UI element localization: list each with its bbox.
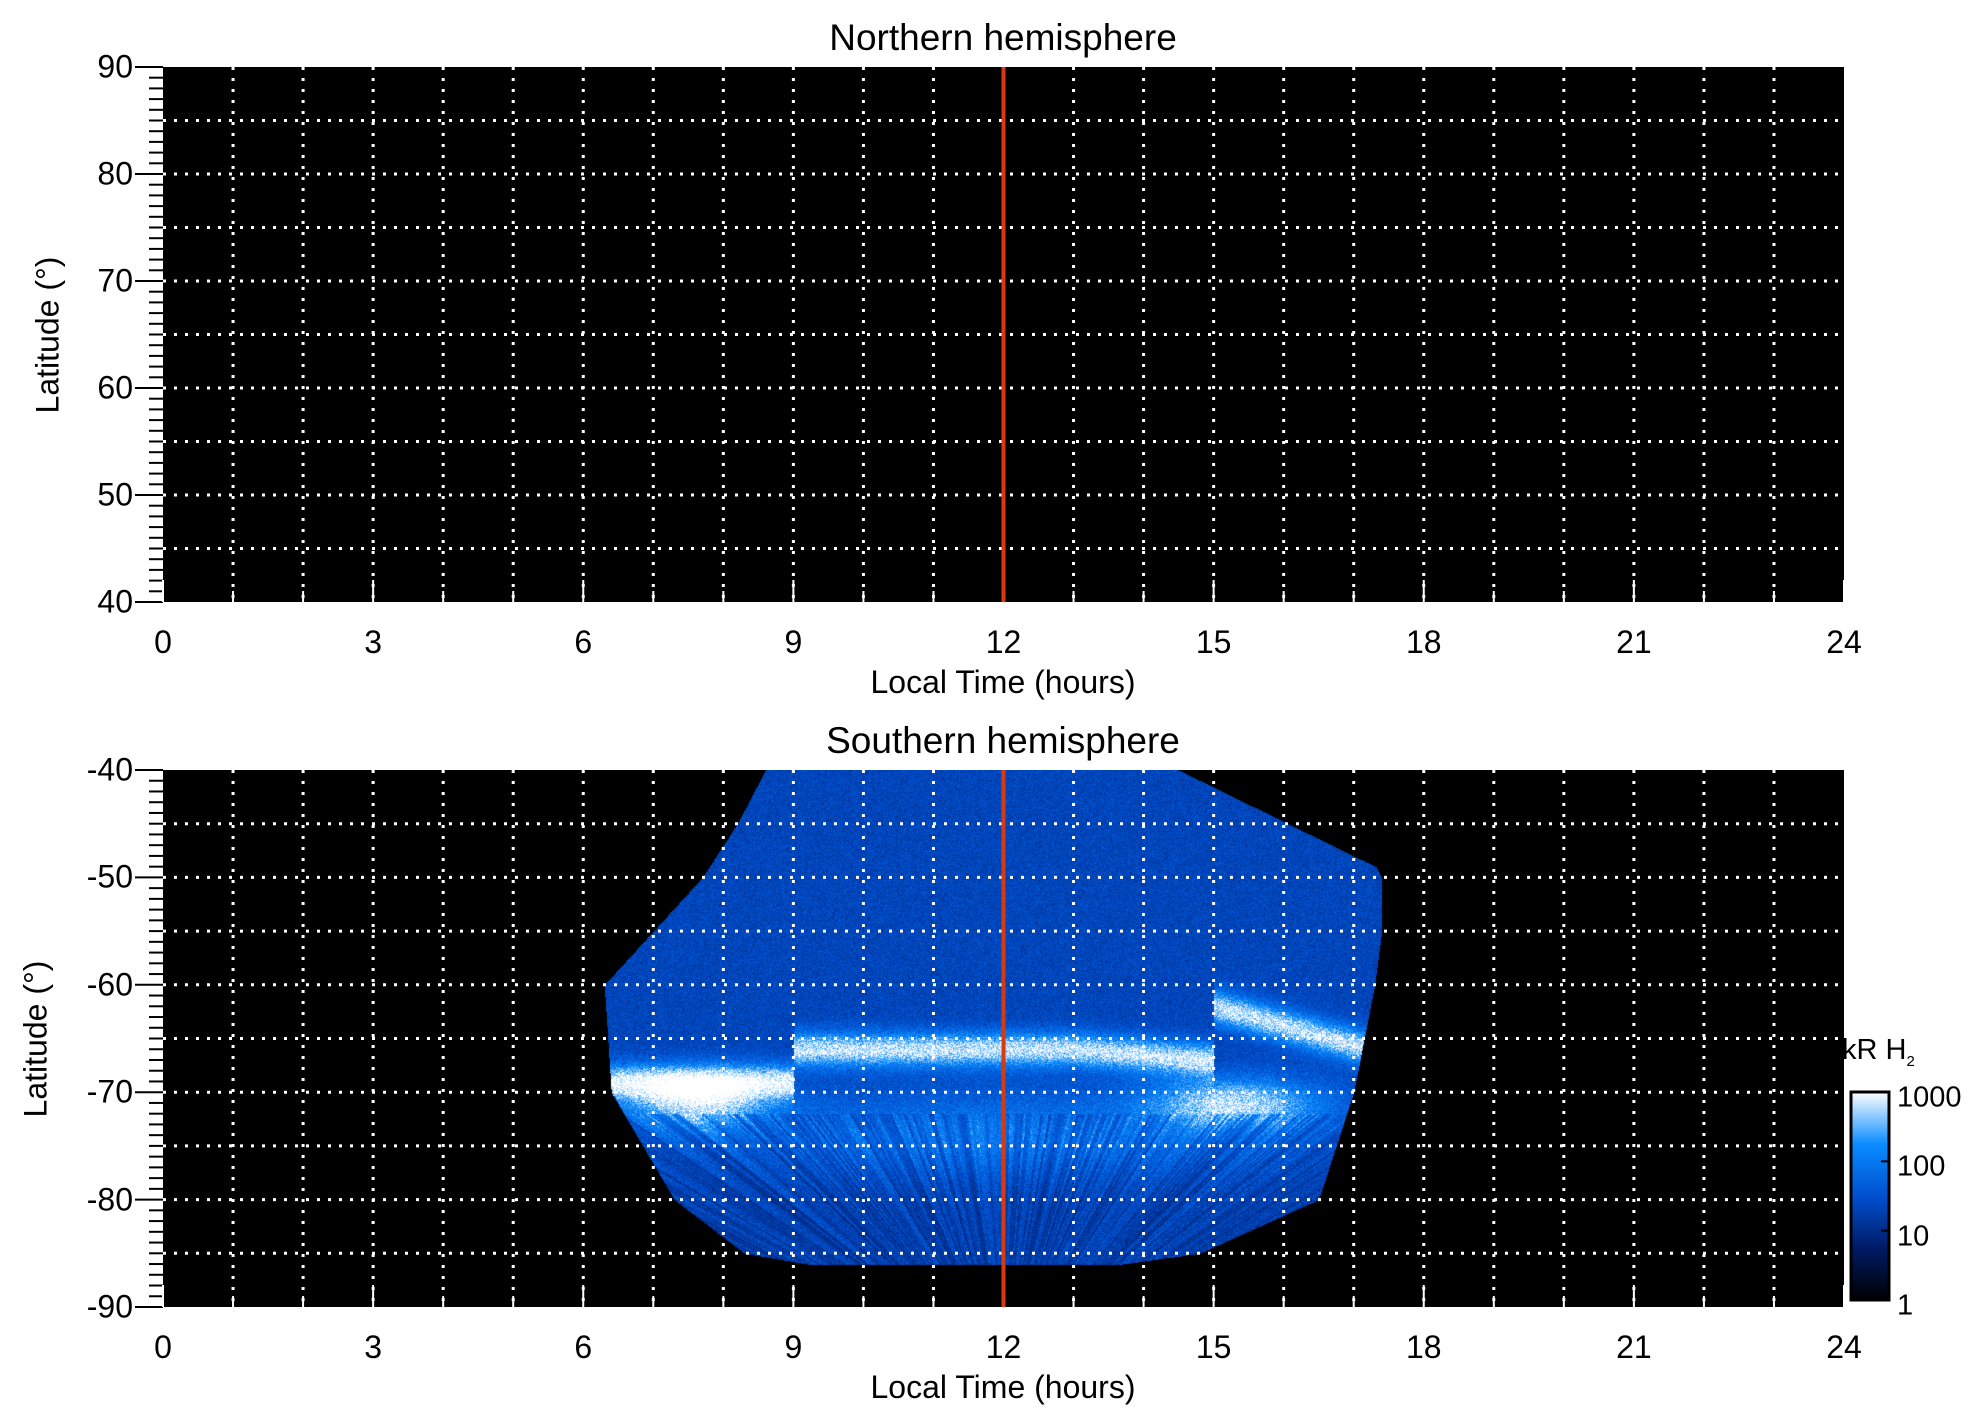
- x-tick-label: 3: [364, 624, 383, 660]
- panel-title: Northern hemisphere: [829, 17, 1177, 58]
- y-tick-label: 50: [97, 476, 133, 513]
- colorbar-label-subscript: 2: [1906, 1052, 1915, 1070]
- x-tick-label: 0: [154, 624, 172, 660]
- x-tick-label: 24: [1826, 624, 1862, 660]
- x-tick-label: 21: [1616, 1329, 1652, 1365]
- y-tick-label: -70: [86, 1073, 133, 1110]
- x-tick-label: 24: [1826, 1329, 1862, 1365]
- colorbar-tick-label: 1000: [1897, 1081, 1962, 1114]
- y-tick-label: 90: [97, 48, 133, 85]
- x-tick-label: 9: [784, 1329, 803, 1365]
- y-axis-label: Latitude (°): [17, 960, 54, 1117]
- x-tick-label: 3: [364, 1329, 383, 1365]
- colorbar-tick-label: 1: [1897, 1289, 1914, 1322]
- colorbar-label: kR H2: [1842, 1034, 1915, 1070]
- x-tick-label: 18: [1405, 1329, 1442, 1365]
- x-axis-label: Local Time (hours): [870, 664, 1136, 700]
- colorbar-tick-label: 100: [1897, 1150, 1946, 1183]
- y-tick-label: -90: [86, 1288, 133, 1325]
- y-tick-label: -60: [86, 966, 133, 1003]
- y-tick-label: 60: [97, 369, 133, 406]
- x-tick-label: 9: [784, 624, 803, 660]
- y-tick-label: -40: [86, 751, 133, 788]
- colorbar-tick-label: 10: [1897, 1220, 1930, 1253]
- x-tick-label: 15: [1195, 1329, 1232, 1365]
- y-tick-label: 70: [97, 262, 133, 299]
- x-tick-label: 6: [574, 624, 593, 660]
- x-tick-label: 0: [154, 1329, 172, 1365]
- x-tick-label: 6: [574, 1329, 593, 1365]
- x-tick-label: 21: [1616, 624, 1652, 660]
- x-tick-label: 12: [985, 1329, 1022, 1365]
- panel-title: Southern hemisphere: [826, 720, 1180, 761]
- y-axis-label: Latitude (°): [29, 256, 66, 413]
- y-tick-label: -80: [86, 1181, 133, 1218]
- y-tick-label: 80: [97, 155, 133, 192]
- colorbar: [1849, 1090, 1891, 1302]
- x-tick-label: 18: [1405, 624, 1442, 660]
- x-tick-label: 12: [985, 624, 1022, 660]
- x-tick-label: 15: [1195, 624, 1232, 660]
- y-tick-label: 40: [97, 583, 133, 620]
- x-axis-label: Local Time (hours): [870, 1369, 1136, 1405]
- y-tick-label: -50: [86, 858, 133, 895]
